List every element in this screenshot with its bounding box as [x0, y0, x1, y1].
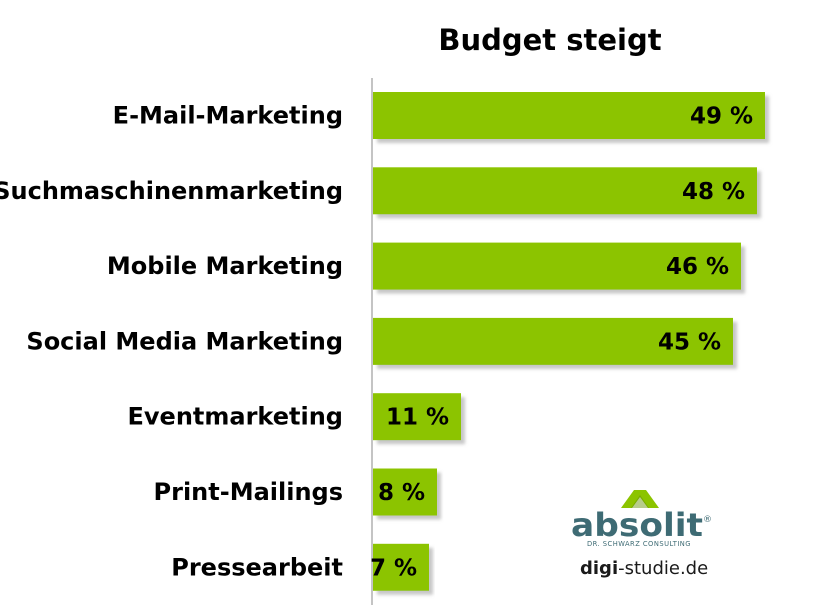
bar-4	[373, 393, 461, 441]
value-label-3: 45 %	[658, 329, 721, 355]
bar-5	[373, 468, 437, 516]
absolit-logo: absolit ® DR. SCHWARZ CONSULTING	[571, 490, 712, 548]
value-label-4: 11 %	[386, 405, 449, 431]
value-label-1: 48 %	[682, 179, 745, 205]
category-label-2: Mobile Marketing	[107, 252, 343, 280]
value-label-0: 49 %	[690, 104, 753, 130]
website-url: digi-studie.de	[580, 558, 708, 579]
bar-2	[373, 242, 741, 290]
category-label-0: E-Mail-Marketing	[113, 102, 343, 130]
value-label-5: 8 %	[378, 480, 425, 506]
bar-0	[373, 92, 765, 139]
bar-1	[373, 167, 757, 215]
absolit-logo-mark-icon	[621, 490, 659, 508]
chart-title: Budget steigt	[438, 23, 661, 57]
category-label-1: Suchmaschinenmarketing	[0, 177, 343, 205]
bars-layer: E-Mail-Marketing 49 % Suchmaschinenmarketi…	[0, 92, 765, 591]
website-url-bold: digi	[580, 558, 618, 579]
value-label-2: 46 %	[666, 254, 729, 280]
absolit-registered-mark: ®	[703, 515, 712, 525]
category-label-3: Social Media Marketing	[26, 327, 343, 355]
value-label-6: 7 %	[370, 555, 417, 581]
website-url-rest: -studie.de	[618, 558, 708, 579]
bar-3	[373, 317, 733, 365]
category-label-5: Print-Mailings	[154, 478, 343, 506]
category-label-6: Pressearbeit	[171, 553, 343, 581]
absolit-logo-subtitle: DR. SCHWARZ CONSULTING	[587, 540, 691, 548]
bar-6	[373, 543, 429, 591]
category-label-4: Eventmarketing	[128, 403, 343, 431]
absolit-logo-wordmark: absolit	[571, 506, 703, 544]
